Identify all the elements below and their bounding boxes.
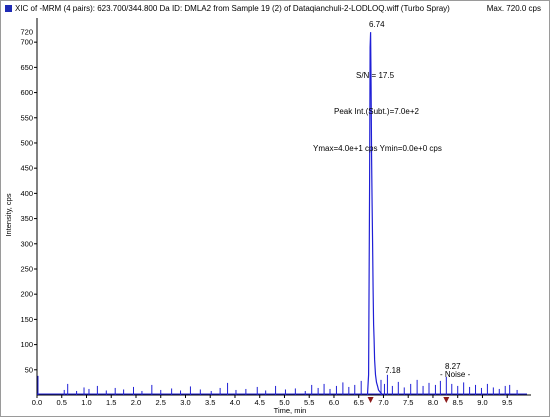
x-tick-label: 0.0 xyxy=(32,398,42,407)
x-tick-label: 6.0 xyxy=(329,398,339,407)
chromatogram-trace xyxy=(37,32,527,395)
peak-intensity-label: Peak Int.(Subt.)=7.0e+2 xyxy=(334,107,419,116)
trace-color-icon xyxy=(5,5,12,12)
y-tick-label: 700 xyxy=(20,38,33,47)
ymax-ymin-label: Ymax=4.0e+1 cps Ymin=0.0e+0 cps xyxy=(313,144,442,153)
x-tick-label: 5.0 xyxy=(279,398,289,407)
small-peak-time-label-2: 8.27 xyxy=(445,362,461,371)
chart-axes xyxy=(36,18,531,396)
y-max-tick-label: 720 xyxy=(20,28,33,37)
peak-markers xyxy=(367,397,450,403)
peak-marker-icon xyxy=(443,397,450,403)
y-tick-label: 350 xyxy=(20,214,33,223)
y-tick-label: 450 xyxy=(20,164,33,173)
x-tick-label: 0.5 xyxy=(57,398,67,407)
y-tick-label: 150 xyxy=(20,315,33,324)
x-tick-label: 4.5 xyxy=(255,398,265,407)
main-peak-line xyxy=(367,32,383,395)
chart-title: XIC of -MRM (4 pairs): 623.700/344.800 D… xyxy=(15,4,450,13)
x-tick-label: 2.5 xyxy=(156,398,166,407)
y-axis-label: Intensity, cps xyxy=(4,193,13,236)
x-axis-ticks: 0.0 0.5 1.0 1.5 2.0 2.5 3.0 3.5 4.0 4.5 5.0 5.5 6.0 6… xyxy=(32,395,512,407)
y-tick-label: 500 xyxy=(20,138,33,147)
x-tick-label: 6.5 xyxy=(353,398,363,407)
y-axis-ticks: 50 100 150 200 250 300 350 400 450 500 550 600 650 70… xyxy=(20,28,37,374)
chart-header: XIC of -MRM (4 pairs): 623.700/344.800 D… xyxy=(5,4,545,16)
signal-to-noise-label: S/N = 17.5 xyxy=(356,71,395,80)
y-tick-label: 250 xyxy=(20,264,33,273)
y-tick-label: 200 xyxy=(20,290,33,299)
y-tick-label: 650 xyxy=(20,63,33,72)
noise-label: - Noise - xyxy=(440,370,471,379)
y-tick-label: 50 xyxy=(25,365,33,374)
x-tick-label: 4.0 xyxy=(230,398,240,407)
x-axis-label: Time, min xyxy=(274,406,307,415)
y-tick-label: 100 xyxy=(20,340,33,349)
x-tick-label: 7.5 xyxy=(403,398,413,407)
y-tick-label: 600 xyxy=(20,88,33,97)
small-peak-time-label-1: 7.18 xyxy=(385,366,401,375)
x-tick-label: 8.0 xyxy=(428,398,438,407)
x-tick-label: 5.5 xyxy=(304,398,314,407)
annotations: 6.74 S/N = 17.5 Peak Int.(Subt.)=7.0e+2 … xyxy=(313,20,471,379)
x-tick-label: 9.5 xyxy=(502,398,512,407)
y-tick-label: 300 xyxy=(20,239,33,248)
y-tick-label: 550 xyxy=(20,113,33,122)
x-tick-label: 1.5 xyxy=(106,398,116,407)
x-tick-label: 3.5 xyxy=(205,398,215,407)
x-tick-label: 9.0 xyxy=(477,398,487,407)
peak-marker-icon xyxy=(367,397,374,403)
x-tick-label: 1.0 xyxy=(81,398,91,407)
x-tick-label: 7.0 xyxy=(378,398,388,407)
max-intensity-label: Max. 720.0 cps xyxy=(486,4,541,13)
x-tick-label: 2.0 xyxy=(131,398,141,407)
x-tick-label: 3.0 xyxy=(180,398,190,407)
x-tick-label: 8.5 xyxy=(452,398,462,407)
peak-time-label: 6.74 xyxy=(369,20,385,29)
y-tick-label: 400 xyxy=(20,189,33,198)
